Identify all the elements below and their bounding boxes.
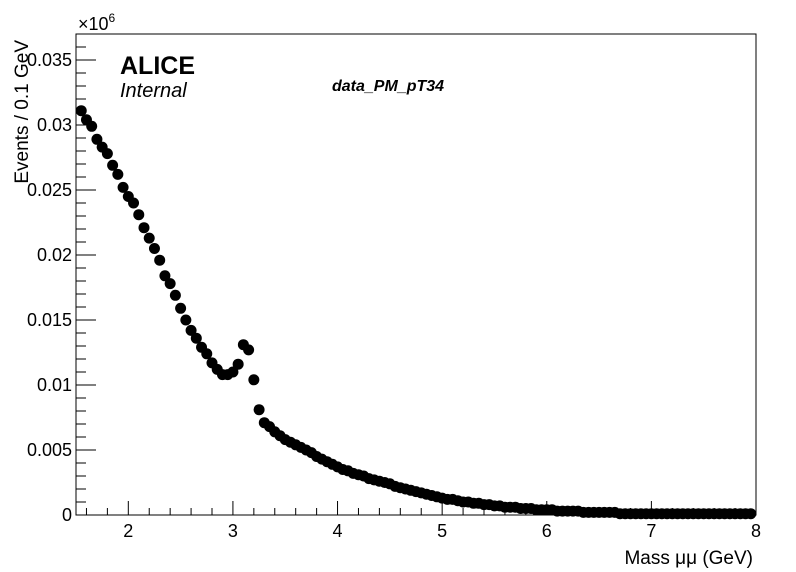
data-point — [128, 197, 140, 209]
y-tick-label: 0.035 — [27, 50, 72, 70]
data-point — [232, 358, 244, 370]
status-label: Internal — [120, 80, 187, 102]
data-point — [190, 332, 202, 344]
data-point — [148, 243, 160, 254]
data-point — [91, 133, 103, 145]
plot-frame — [75, 33, 757, 516]
data-point — [164, 278, 176, 290]
y-tick-label: 0.01 — [37, 375, 72, 395]
x-tick-label: 6 — [542, 521, 552, 541]
data-point — [185, 324, 197, 336]
data-point — [143, 232, 155, 244]
data-point — [175, 302, 187, 314]
x-tick-label: 7 — [646, 521, 656, 541]
y-tick-label: 0.005 — [27, 440, 72, 460]
data-point — [112, 168, 124, 180]
x-tick-label: 2 — [123, 521, 133, 541]
x-tick-label: 8 — [751, 521, 761, 541]
data-point — [201, 348, 213, 360]
data-point — [745, 508, 757, 520]
x-tick-label: 3 — [228, 521, 238, 541]
x-tick-label: 4 — [333, 521, 343, 541]
data-point — [169, 289, 181, 301]
y-tick-label: 0.015 — [27, 310, 72, 330]
data-point — [243, 344, 255, 356]
y-axis-title: Events / 0.1 GeV — [12, 40, 33, 184]
data-point — [227, 366, 239, 378]
data-points — [75, 105, 757, 520]
data-point — [133, 209, 145, 221]
y-axis-ticks: 0 0.005 0.01 0.015 0.02 0.025 0.03 0.035 — [27, 33, 96, 525]
y-multiplier-label: ×106 — [78, 11, 116, 34]
data-point — [138, 222, 150, 234]
data-point — [154, 254, 166, 266]
data-point — [159, 270, 171, 282]
data-point — [75, 105, 87, 117]
y-tick-label: 0.02 — [37, 245, 72, 265]
x-axis-ticks: 2 3 4 5 6 7 8 — [85, 501, 761, 541]
y-tick-label: 0.03 — [37, 115, 72, 135]
data-point — [101, 148, 113, 160]
x-tick-label: 5 — [437, 521, 447, 541]
chart-title: data_PM_pT34 — [332, 78, 444, 95]
y-tick-label: 0.025 — [27, 180, 72, 200]
data-point — [248, 374, 260, 386]
experiment-label: ALICE — [120, 52, 195, 80]
data-point — [180, 314, 192, 326]
data-point — [253, 404, 265, 416]
y-tick-label: 0 — [62, 505, 72, 525]
data-point — [107, 159, 119, 171]
data-point — [86, 120, 98, 132]
x-axis-title: Mass μμ (GeV) — [624, 548, 753, 569]
data-point — [117, 181, 129, 193]
